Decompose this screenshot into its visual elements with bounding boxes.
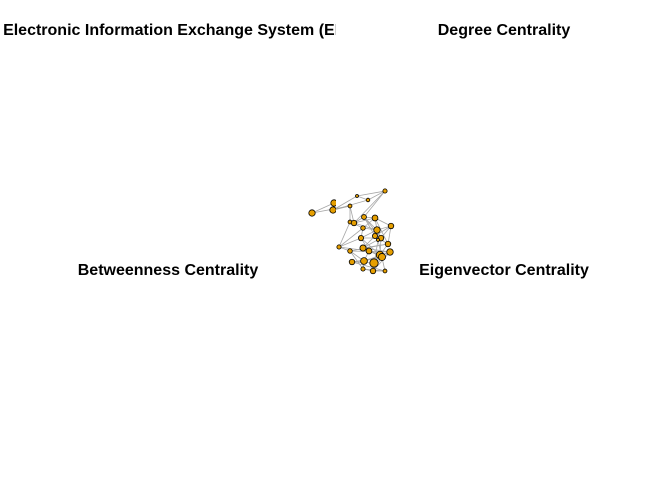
network-edge	[336, 195, 358, 209]
network-node	[350, 219, 358, 227]
network-node	[358, 240, 364, 242]
network-edge	[347, 227, 364, 240]
network-node	[382, 188, 388, 194]
network-node	[360, 266, 366, 272]
network-node	[359, 244, 367, 252]
network-graph	[336, 188, 395, 240]
network-node	[361, 214, 367, 220]
network-node	[378, 253, 386, 261]
network-edge	[349, 243, 389, 252]
network-edge	[338, 240, 349, 248]
network-node	[365, 197, 371, 203]
network-node	[308, 209, 316, 217]
network-node	[336, 244, 342, 250]
network-node	[384, 240, 392, 248]
network-graph	[0, 240, 336, 480]
network-node	[348, 258, 356, 266]
network-edge	[363, 216, 376, 237]
network-edge	[367, 190, 386, 201]
network-node	[386, 248, 394, 256]
network-edge	[311, 202, 335, 214]
network-edge	[336, 205, 351, 210]
network-graph	[308, 199, 336, 217]
network-node	[382, 268, 388, 274]
network-edge	[372, 251, 391, 272]
network-edge	[353, 190, 386, 224]
network-edge	[338, 240, 343, 248]
network-edge	[356, 190, 386, 197]
panel-title: Degree Centrality	[437, 22, 571, 39]
panel-title: Betweenness Centrality	[77, 262, 259, 279]
network-edge	[363, 190, 386, 218]
network-node	[329, 206, 336, 214]
network-node	[358, 235, 364, 240]
network-edge	[363, 216, 382, 239]
network-node	[372, 232, 379, 239]
panel-title: The Electronic Information Exchange Syst…	[0, 22, 336, 39]
network-edge	[338, 240, 358, 248]
network-node	[330, 199, 336, 207]
network-node	[373, 226, 381, 234]
panel-title: Eigenvector Centrality	[419, 262, 589, 279]
network-edge	[349, 250, 364, 270]
network-node	[347, 248, 353, 254]
network-edge	[353, 217, 376, 224]
network-node	[365, 247, 373, 255]
network-node	[387, 222, 395, 230]
network-node	[369, 258, 379, 268]
network-node	[371, 214, 379, 222]
network-node	[347, 203, 353, 209]
network-node	[378, 240, 384, 242]
network-panel-overview: The Electronic Information Exchange Syst…	[0, 0, 336, 240]
network-node	[360, 225, 366, 231]
network-graph	[336, 240, 394, 275]
network-node	[355, 194, 359, 198]
network-node	[376, 240, 380, 242]
network-panel-betweenness: Betweenness Centrality	[0, 240, 336, 480]
network-edge	[341, 221, 351, 240]
network-panel-degree: Degree Centrality	[336, 0, 672, 240]
network-edge	[351, 261, 386, 272]
network-node	[369, 267, 377, 275]
network-node	[360, 257, 368, 265]
network-panel-eigenvector: Eigenvector Centrality	[336, 240, 672, 480]
